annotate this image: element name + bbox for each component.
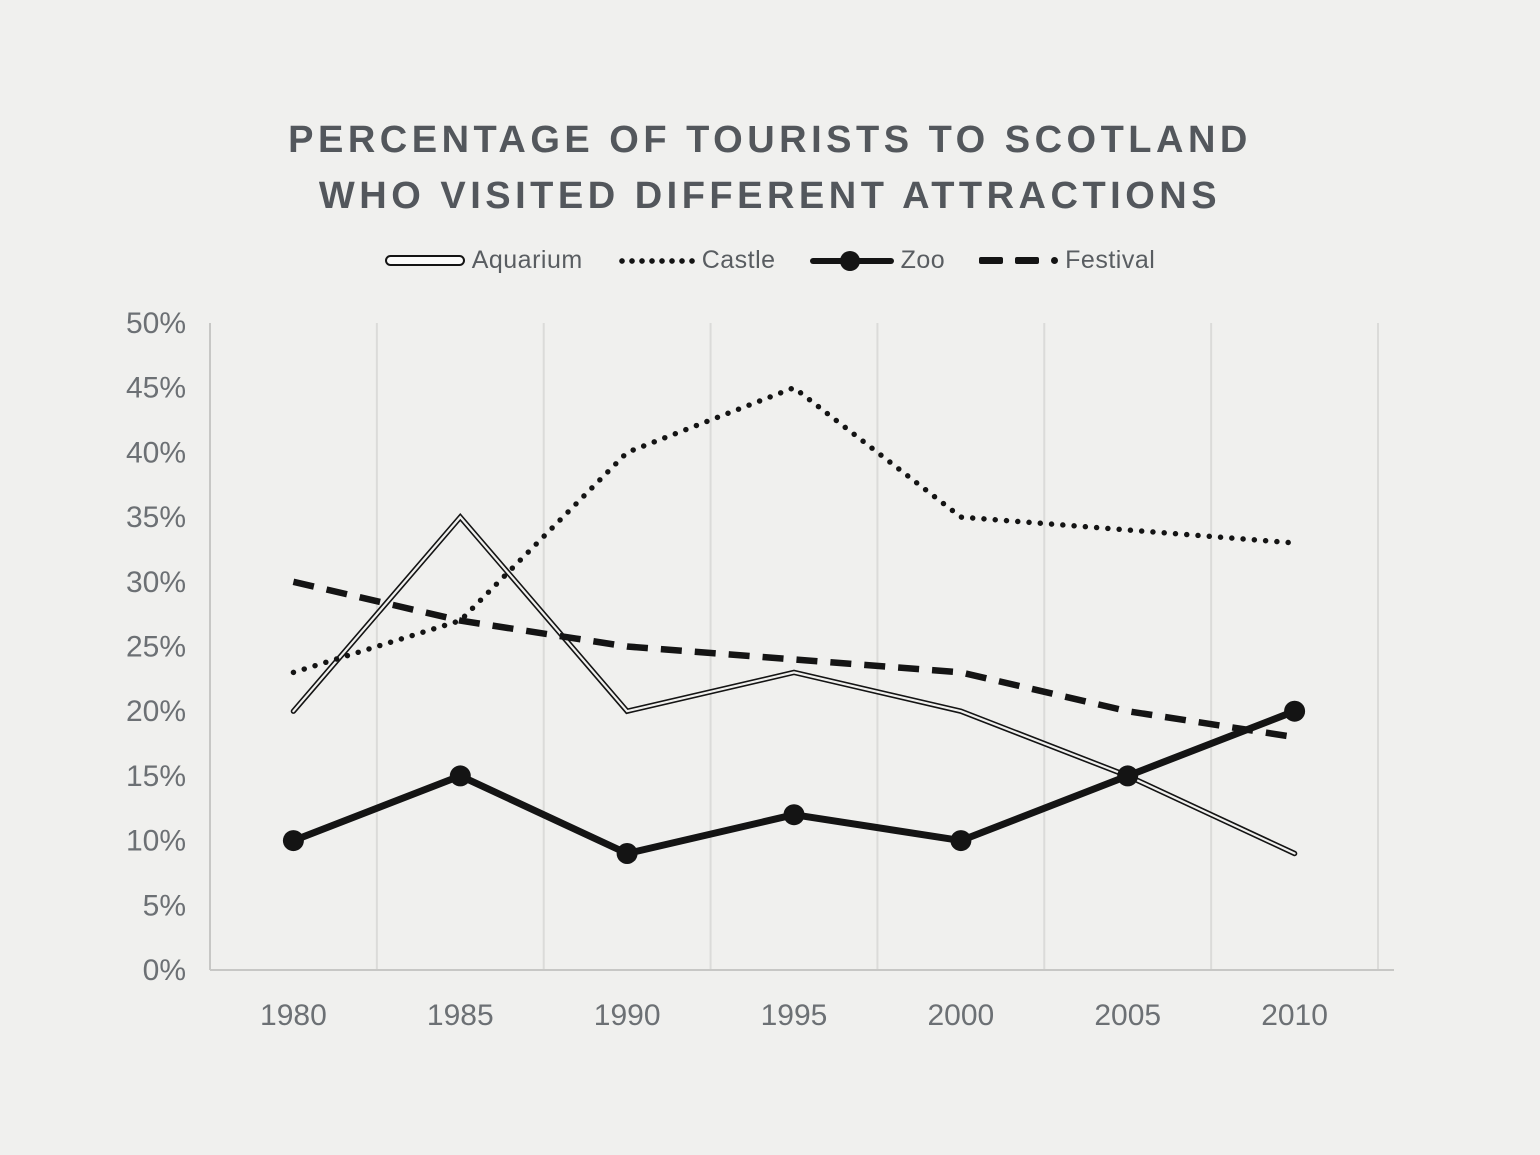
aquarium-double-line-icon [384,255,465,266]
x-tick-label: 2000 [927,999,994,1032]
y-tick-label: 0% [143,954,186,987]
x-tick-label: 1995 [761,999,828,1032]
legend-item-zoo: Zoo [809,246,946,275]
castle-dotted-line-icon [616,257,695,264]
x-tick-label: 2005 [1094,999,1161,1032]
y-tick-label: 10% [126,825,186,858]
festival-dashed-line-icon [979,257,1059,264]
x-tick-label: 1990 [594,999,661,1032]
x-axis-tick-labels: 1980 1985 1990 1995 2000 2005 2010 [260,999,1328,1032]
y-tick-label: 45% [126,372,186,405]
x-tick-label: 2010 [1261,999,1328,1032]
zoo-data-marker [1284,700,1306,722]
y-tick-label: 20% [126,695,186,728]
zoo-data-marker [950,830,972,852]
chart-title: PERCENTAGE OF TOURISTS TO SCOTLAND WHO V… [0,112,1540,224]
x-tick-label: 1980 [260,999,327,1032]
zoo-data-marker [282,830,304,852]
chart-title-line-2: WHO VISITED DIFFERENT ATTRACTIONS [318,175,1222,217]
y-tick-label: 25% [126,631,186,664]
y-tick-label: 15% [126,760,186,793]
zoo-data-marker [616,843,638,864]
legend-label-zoo: Zoo [900,246,946,274]
zoo-data-marker [1117,765,1139,787]
y-tick-label: 40% [126,436,186,469]
axes [209,323,1394,971]
festival-dash-icon [979,257,1004,264]
festival-dot-icon [1051,257,1059,264]
legend-item-aquarium: Aquarium [384,246,583,275]
x-tick-label: 1985 [427,999,494,1032]
legend-label-aquarium: Aquarium [471,246,583,274]
series-line-aquarium-inner [292,515,1296,855]
legend-label-castle: Castle [701,246,776,274]
zoo-data-marker [449,765,471,787]
series-lines [282,385,1306,864]
chart-legend: Aquarium Castle Zoo Festival [0,246,1540,275]
festival-dash-icon [1015,257,1040,264]
y-tick-label: 35% [126,501,186,534]
y-tick-label: 30% [126,566,186,599]
legend-item-festival: Festival [979,246,1155,275]
series-line-festival [292,578,1296,741]
zoo-dot-icon [839,250,860,271]
y-tick-label: 50% [126,307,186,340]
chart-title-line-1: PERCENTAGE OF TOURISTS TO SCOTLAND [288,119,1252,161]
series-line-aquarium-outer [290,512,1298,857]
legend-item-castle: Castle [616,246,776,275]
legend-label-festival: Festival [1065,246,1156,274]
y-axis-tick-labels: 0% 5% 10% 15% 20% 25% 30% 35% 40% 45% 50% [126,307,186,987]
zoo-marker-line-icon [809,250,894,271]
y-tick-label: 5% [143,889,186,922]
zoo-data-marker [783,804,805,826]
gridlines [375,323,1379,970]
series-line-castle [290,385,1298,676]
